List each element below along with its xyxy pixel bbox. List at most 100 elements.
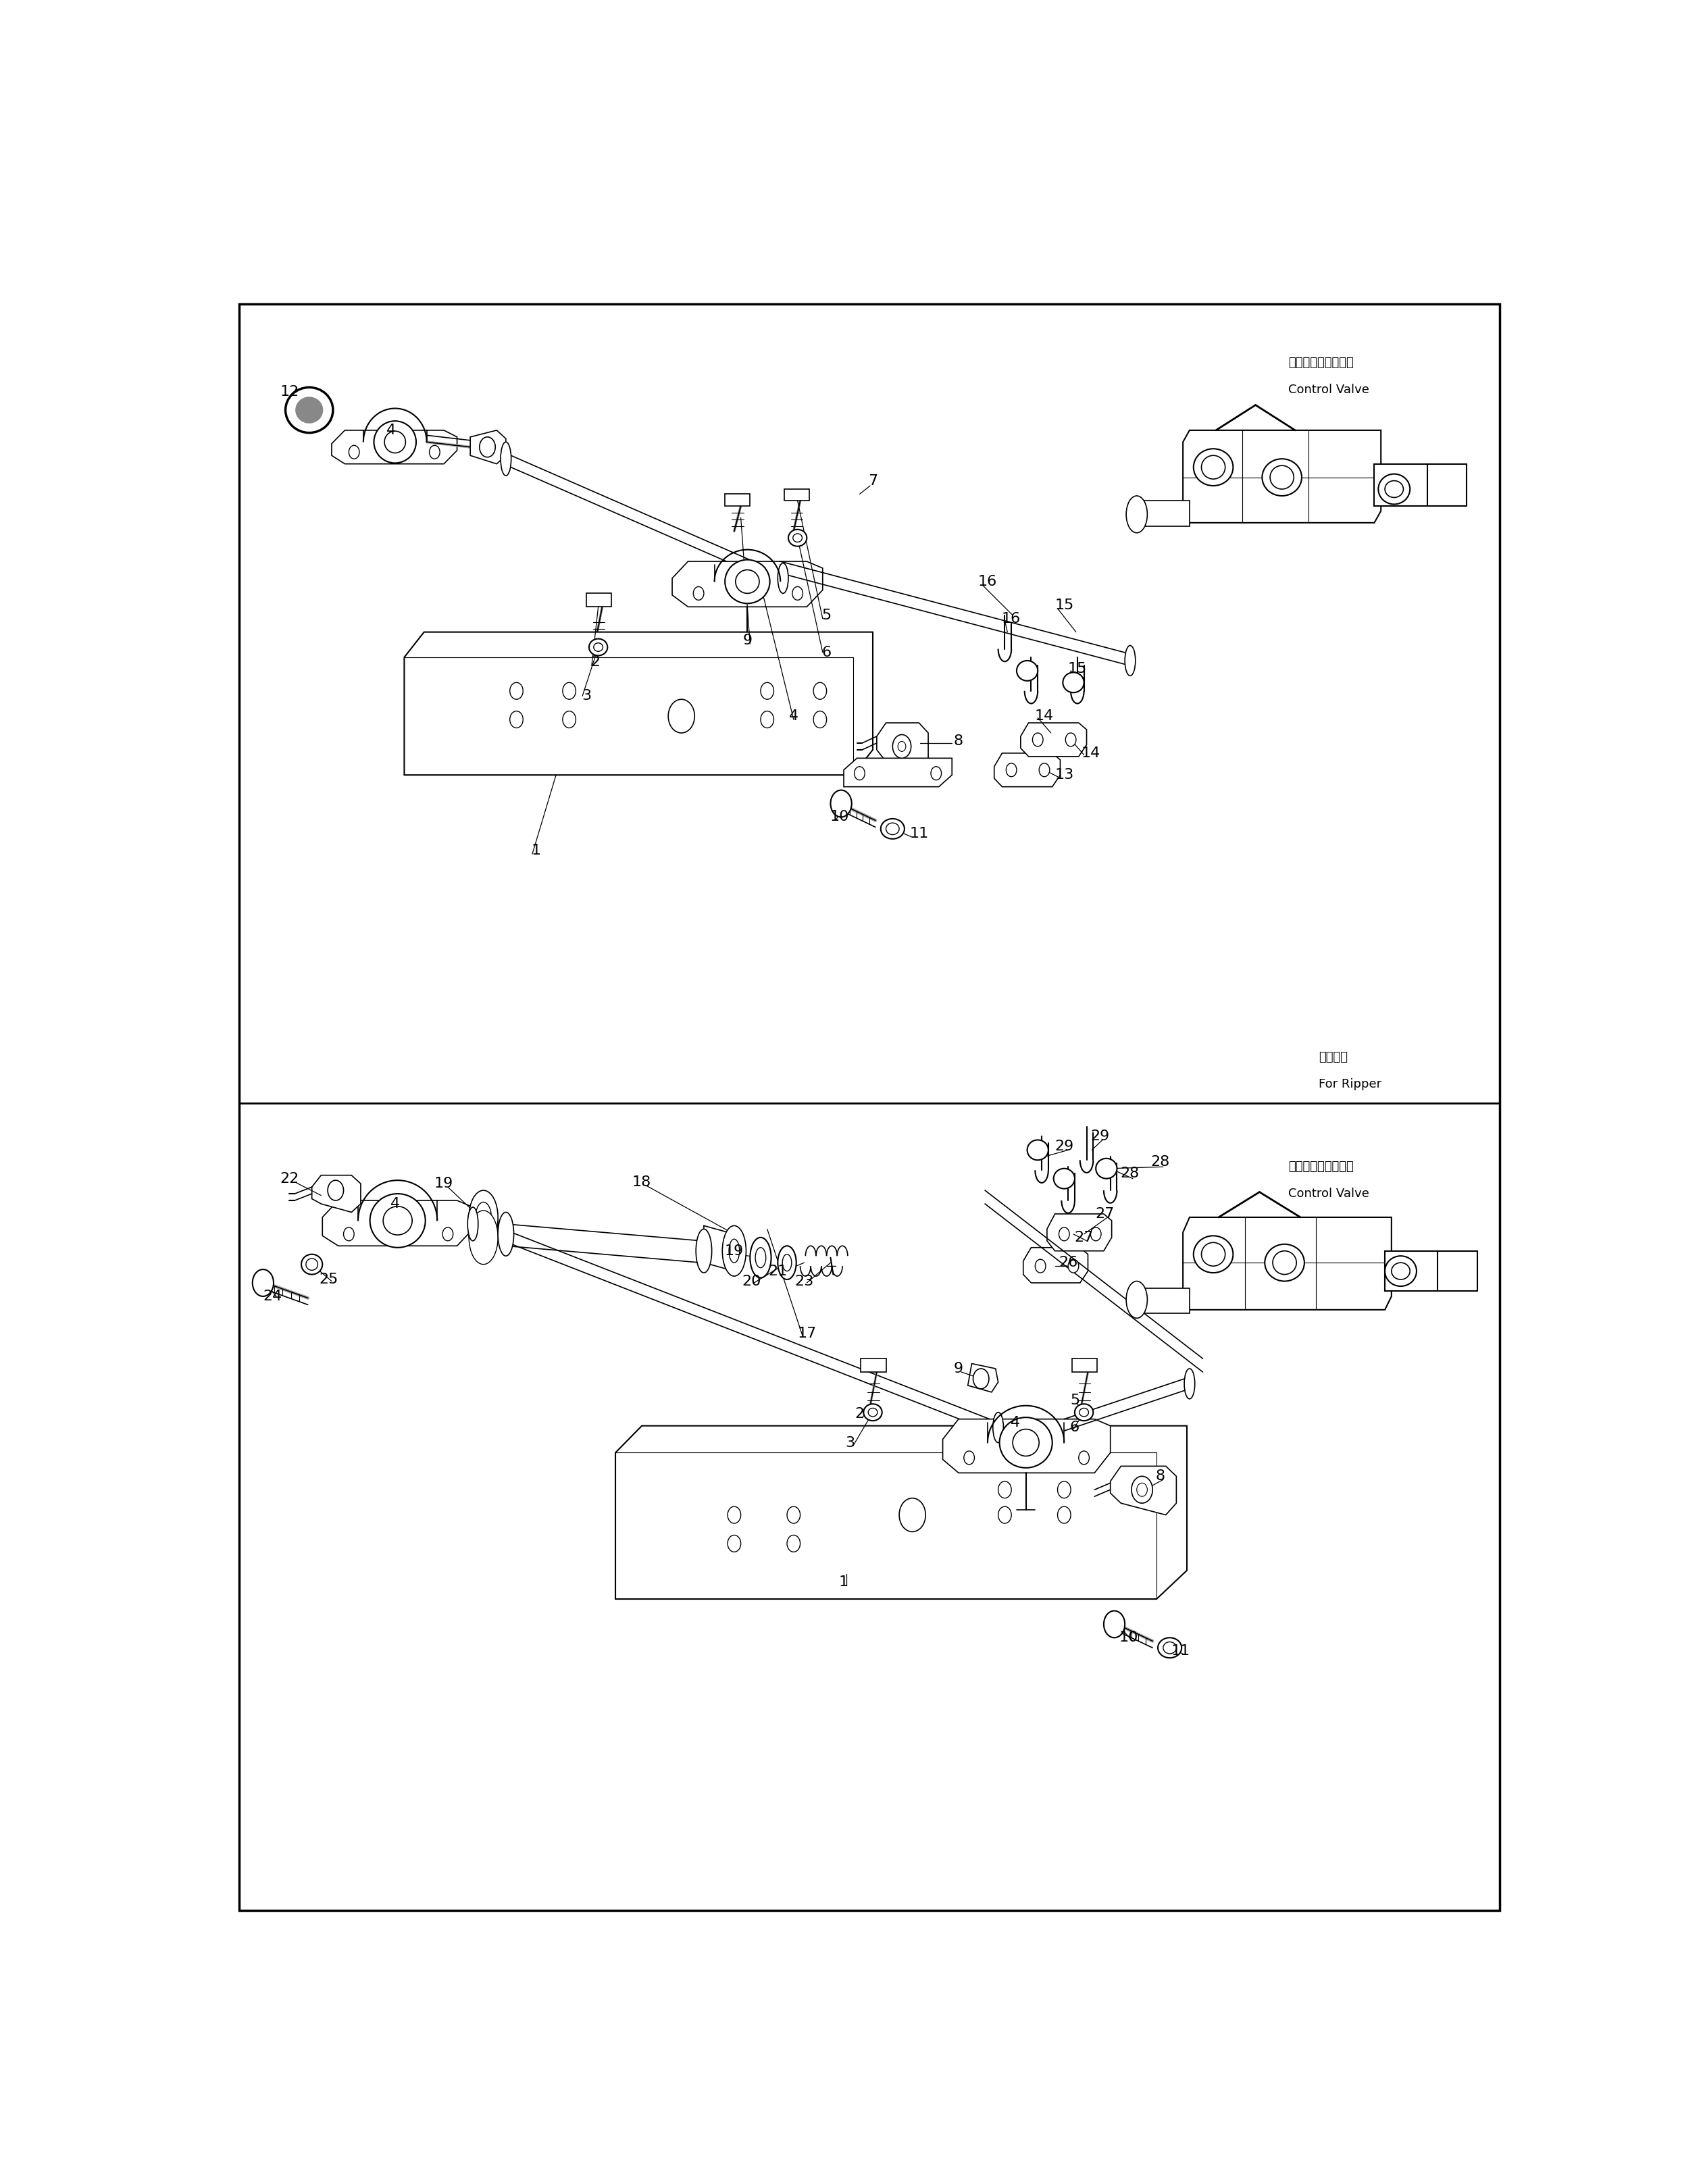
Polygon shape — [1184, 430, 1381, 522]
Text: 4: 4 — [1010, 1415, 1020, 1428]
Text: 14: 14 — [1081, 747, 1100, 760]
Ellipse shape — [1017, 660, 1037, 681]
Circle shape — [932, 767, 942, 780]
Circle shape — [787, 1507, 800, 1524]
Circle shape — [814, 681, 826, 699]
Ellipse shape — [794, 533, 802, 542]
Ellipse shape — [1201, 1243, 1224, 1267]
Ellipse shape — [697, 1230, 712, 1273]
Circle shape — [1032, 734, 1042, 747]
Ellipse shape — [497, 1212, 514, 1256]
Circle shape — [1078, 1450, 1090, 1465]
Polygon shape — [1020, 723, 1087, 756]
Text: 12: 12 — [279, 384, 300, 397]
Text: 19: 19 — [434, 1177, 453, 1190]
Ellipse shape — [468, 1190, 497, 1245]
Text: 9: 9 — [743, 633, 753, 646]
Circle shape — [1068, 1260, 1078, 1273]
Circle shape — [1138, 1483, 1148, 1496]
Ellipse shape — [729, 1238, 739, 1262]
Text: 21: 21 — [768, 1265, 787, 1278]
Ellipse shape — [1385, 480, 1403, 498]
Text: 29: 29 — [1054, 1140, 1073, 1153]
Text: 25: 25 — [320, 1273, 339, 1286]
Text: 2: 2 — [591, 655, 601, 668]
Text: 22: 22 — [279, 1173, 300, 1186]
Ellipse shape — [296, 397, 322, 424]
Text: 11: 11 — [1170, 1645, 1190, 1658]
Text: 8: 8 — [1156, 1470, 1165, 1483]
Circle shape — [480, 437, 496, 456]
Text: 7: 7 — [869, 474, 877, 487]
Polygon shape — [843, 758, 952, 786]
Ellipse shape — [725, 559, 770, 603]
Ellipse shape — [880, 819, 904, 839]
Text: 11: 11 — [909, 828, 928, 841]
Circle shape — [972, 1369, 989, 1389]
Polygon shape — [238, 304, 1500, 1911]
Polygon shape — [1024, 1247, 1088, 1282]
Circle shape — [899, 1498, 926, 1531]
Circle shape — [964, 1450, 974, 1465]
Ellipse shape — [375, 422, 416, 463]
Text: 17: 17 — [797, 1326, 816, 1341]
Circle shape — [429, 446, 439, 459]
Text: 5: 5 — [1069, 1393, 1080, 1406]
Circle shape — [1039, 762, 1049, 778]
Ellipse shape — [1080, 1409, 1088, 1417]
Ellipse shape — [1270, 465, 1294, 489]
Circle shape — [1104, 1612, 1126, 1638]
Ellipse shape — [1262, 459, 1301, 496]
Ellipse shape — [286, 387, 334, 432]
Polygon shape — [1110, 1465, 1177, 1516]
Text: 8: 8 — [954, 734, 964, 749]
Circle shape — [1066, 734, 1076, 747]
Text: Control Valve: Control Valve — [1289, 1188, 1369, 1199]
Ellipse shape — [1095, 1158, 1117, 1179]
Polygon shape — [322, 1201, 473, 1245]
Text: 27: 27 — [1095, 1208, 1115, 1221]
Text: Control Valve: Control Valve — [1289, 384, 1369, 395]
Ellipse shape — [756, 1247, 766, 1267]
Circle shape — [509, 712, 523, 727]
Ellipse shape — [749, 1238, 771, 1278]
Ellipse shape — [1126, 1282, 1148, 1319]
Circle shape — [814, 712, 826, 727]
Polygon shape — [1138, 500, 1189, 526]
Circle shape — [897, 740, 906, 751]
Circle shape — [761, 681, 773, 699]
Ellipse shape — [370, 1195, 426, 1247]
Ellipse shape — [1126, 646, 1136, 675]
Ellipse shape — [301, 1254, 322, 1275]
Ellipse shape — [788, 529, 807, 546]
Text: コントロールバルブ: コントロールバルブ — [1289, 1160, 1354, 1173]
Circle shape — [1058, 1507, 1071, 1524]
Circle shape — [831, 791, 852, 817]
Circle shape — [344, 1227, 354, 1241]
Text: 18: 18 — [632, 1175, 651, 1188]
Text: 15: 15 — [1054, 598, 1075, 612]
Ellipse shape — [863, 1404, 882, 1422]
Circle shape — [327, 1179, 344, 1201]
Text: 19: 19 — [725, 1245, 744, 1258]
Ellipse shape — [468, 1208, 479, 1241]
Ellipse shape — [1000, 1417, 1052, 1468]
Text: 28: 28 — [1151, 1155, 1170, 1168]
Text: 27: 27 — [1075, 1232, 1093, 1245]
Circle shape — [668, 699, 695, 734]
Text: 9: 9 — [954, 1363, 964, 1376]
Polygon shape — [673, 561, 823, 607]
Text: 2: 2 — [855, 1406, 865, 1422]
Circle shape — [761, 712, 773, 727]
Ellipse shape — [1013, 1428, 1039, 1457]
Text: 6: 6 — [1069, 1422, 1080, 1435]
Ellipse shape — [1027, 1140, 1049, 1160]
Ellipse shape — [307, 1258, 318, 1271]
Circle shape — [509, 681, 523, 699]
Circle shape — [443, 1227, 453, 1241]
Polygon shape — [862, 1358, 886, 1372]
Polygon shape — [1374, 463, 1427, 507]
Text: 10: 10 — [829, 810, 850, 823]
Ellipse shape — [594, 642, 603, 651]
Ellipse shape — [1265, 1245, 1304, 1282]
